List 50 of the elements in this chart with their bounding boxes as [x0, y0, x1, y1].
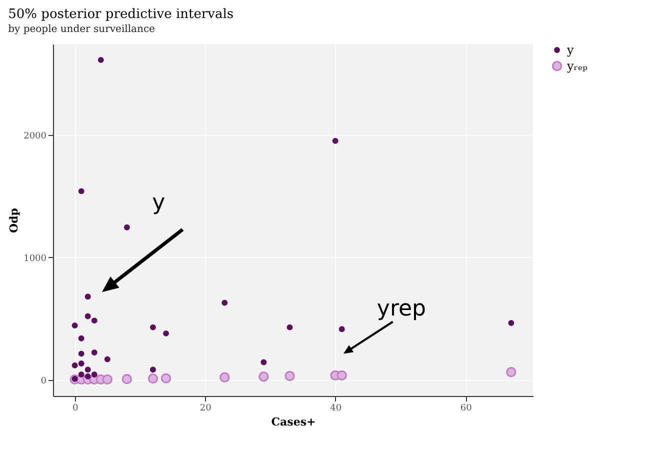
chart-subtitle: by people under surveillance: [8, 24, 156, 35]
point: [258, 372, 269, 382]
point: [332, 138, 338, 144]
x-tick-label: 60: [460, 404, 472, 414]
point: [78, 335, 84, 342]
legend-label: yᵣₑₚ: [566, 59, 588, 73]
point: [336, 370, 347, 380]
y-axis-title: Odp: [8, 208, 21, 233]
x-tick-label: 20: [200, 404, 212, 414]
y-tick-label: 0: [40, 376, 47, 387]
point: [220, 372, 230, 382]
x-tick-label: 0: [72, 404, 78, 414]
point: [260, 359, 267, 366]
point: [150, 366, 156, 373]
point: [78, 360, 84, 366]
point: [84, 366, 91, 373]
point: [72, 322, 78, 328]
annotation: y: [152, 190, 166, 216]
point: [91, 349, 98, 356]
point: [78, 350, 84, 357]
y-tick-label: 1000: [24, 254, 47, 264]
y-tick-label: 2000: [24, 131, 47, 142]
point: [163, 330, 169, 336]
annotation: yrep: [376, 296, 426, 322]
point: [508, 320, 514, 326]
point: [98, 56, 104, 63]
chart-title: 50% posterior predictive intervals: [8, 7, 234, 22]
point: [338, 326, 345, 332]
x-axis-title: Cases+: [271, 416, 316, 428]
point: [122, 374, 132, 384]
x-tick-label: 40: [330, 404, 342, 414]
point: [102, 374, 112, 385]
point: [84, 373, 91, 380]
point: [506, 367, 516, 378]
point: [84, 294, 91, 300]
point: [160, 373, 172, 384]
point: [78, 188, 84, 194]
point: [222, 300, 228, 306]
point: [78, 372, 84, 378]
point: [284, 370, 295, 382]
point: [148, 374, 158, 384]
point: [84, 313, 91, 320]
point: [150, 324, 156, 330]
point: [124, 224, 130, 230]
point: [286, 324, 293, 330]
point: [91, 372, 98, 378]
point: [72, 362, 78, 368]
point: [104, 356, 110, 362]
point: [91, 318, 98, 324]
legend-label: y: [566, 43, 574, 57]
